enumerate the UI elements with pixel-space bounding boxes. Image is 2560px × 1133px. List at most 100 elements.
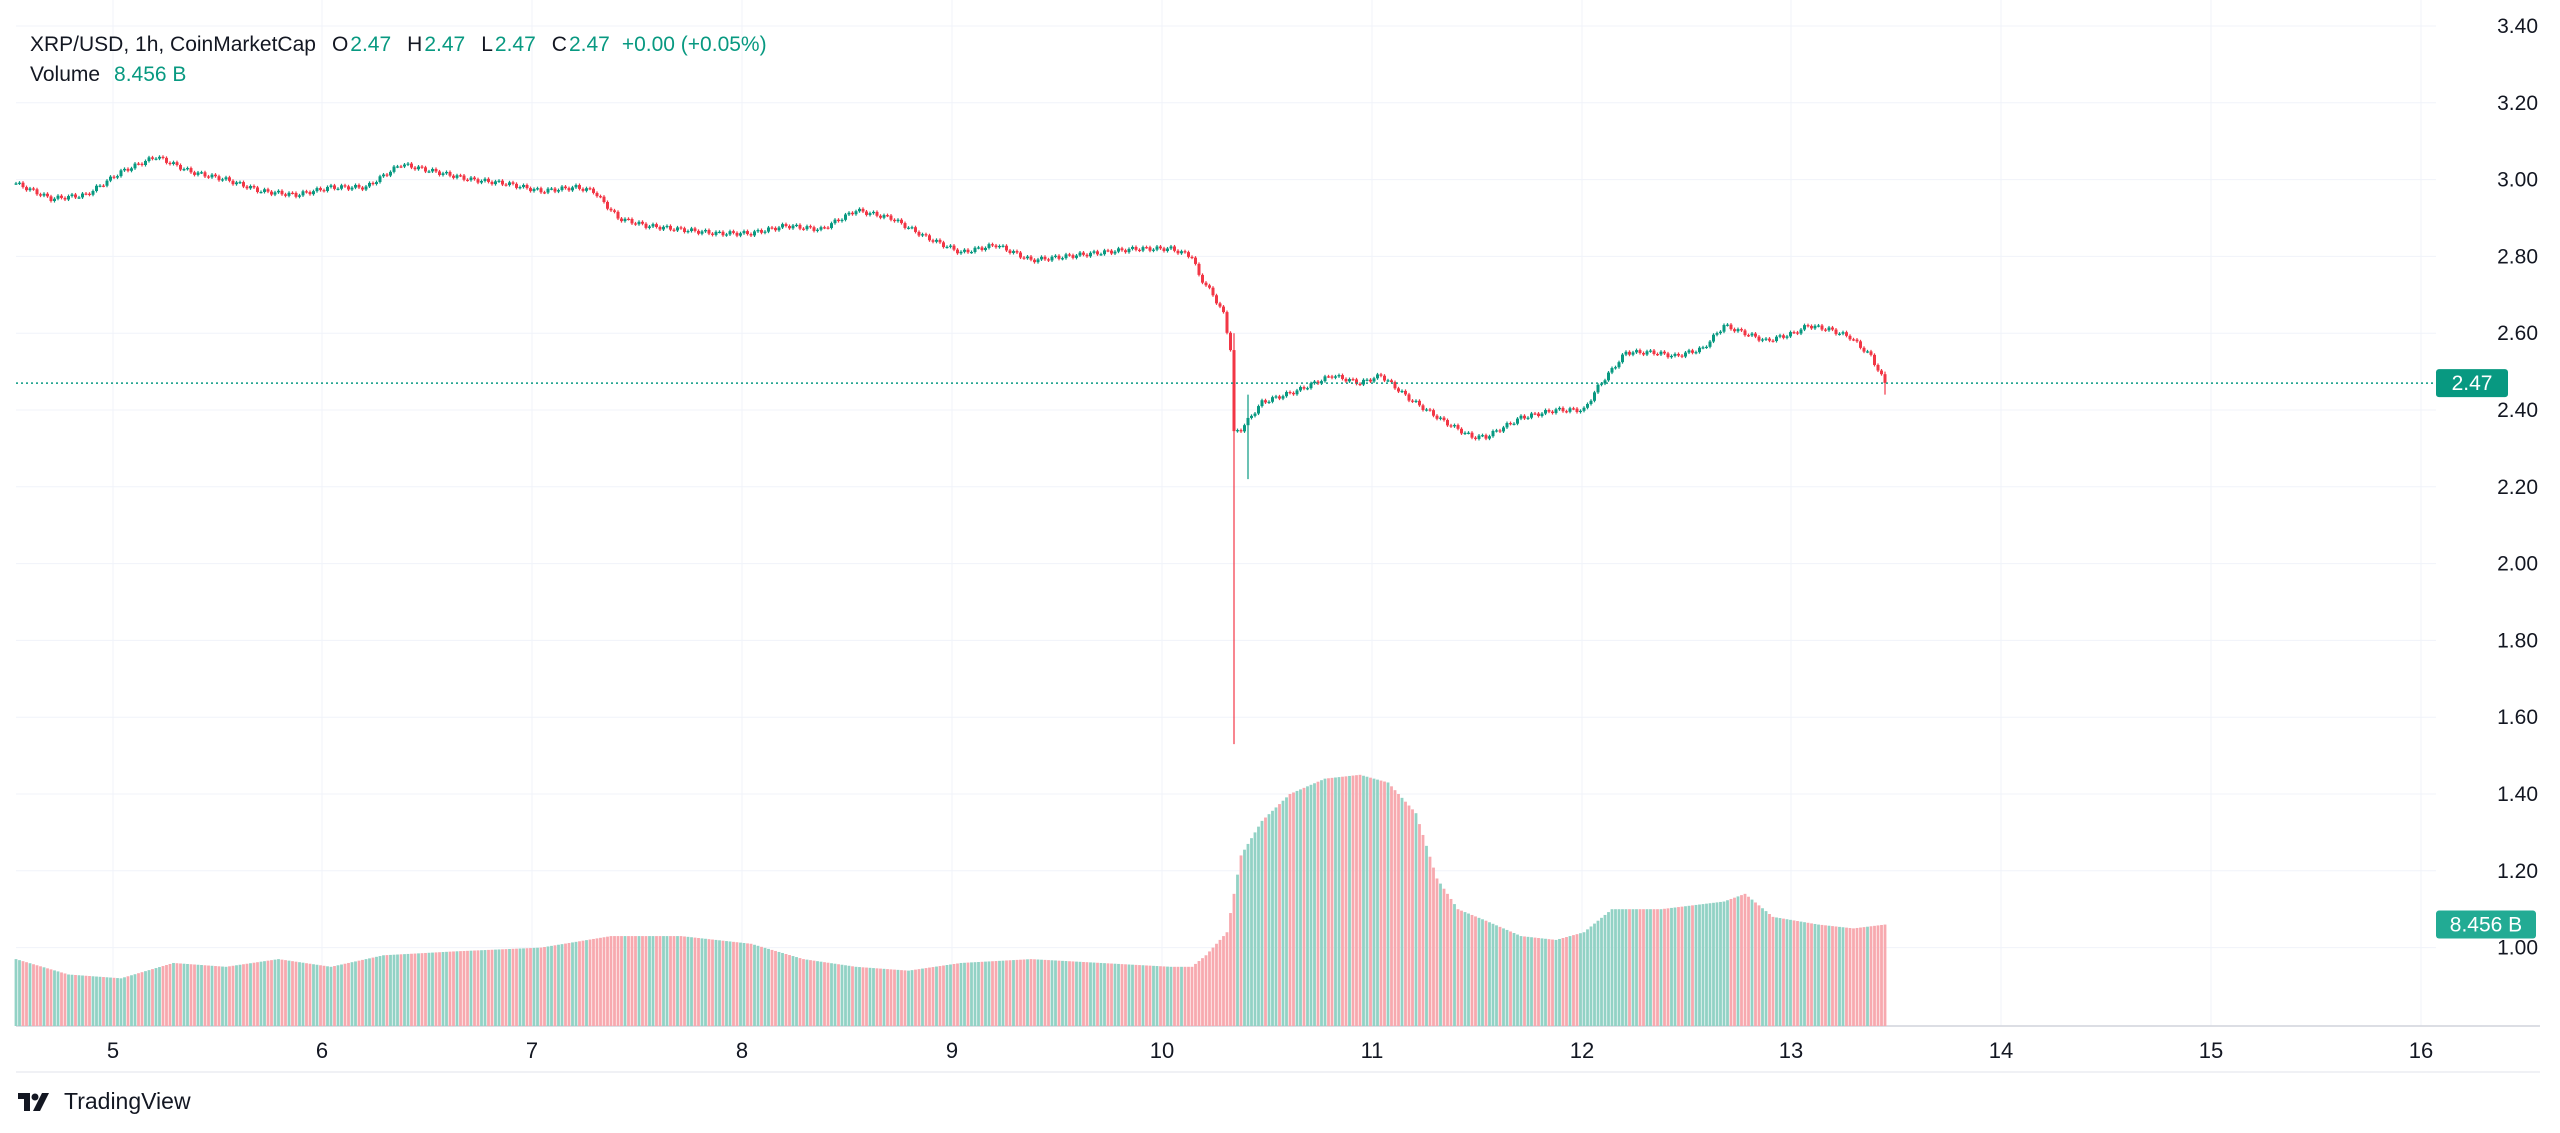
candle-body: [1152, 249, 1155, 251]
candle-body: [515, 183, 518, 188]
volume-bar: [413, 953, 417, 1026]
volume-bar: [1621, 909, 1624, 1026]
candle-body: [802, 228, 805, 230]
candle-body: [1299, 387, 1302, 391]
candle-body: [371, 182, 375, 185]
volume-bar: [1208, 951, 1211, 1026]
candle-body: [235, 182, 238, 185]
volume-bar: [1698, 904, 1701, 1026]
volume-bar: [1414, 813, 1418, 1026]
volume-bar: [298, 962, 301, 1026]
volume-bar: [1519, 936, 1523, 1026]
volume-bar: [1015, 959, 1019, 1026]
volume-bar: [1316, 781, 1320, 1026]
volume-bar: [574, 941, 578, 1026]
candle-body: [56, 195, 60, 199]
candle-body: [1302, 387, 1306, 389]
candle-body: [1173, 246, 1176, 251]
volume-bar: [147, 970, 151, 1026]
candle-body: [1516, 418, 1519, 424]
candle-body: [1194, 257, 1197, 264]
volume-bar: [1502, 928, 1505, 1026]
candle-body: [1411, 400, 1414, 402]
volume-bar: [1715, 902, 1719, 1026]
candle-body: [763, 231, 767, 233]
candle-body: [1757, 336, 1761, 341]
volume-label[interactable]: Volume: [30, 63, 101, 86]
candle-body: [1330, 376, 1334, 378]
tradingview-brand[interactable]: TradingView: [16, 1088, 191, 1115]
candle-body: [1740, 329, 1743, 331]
candle-body: [851, 212, 854, 215]
candle-body: [35, 189, 39, 195]
volume-bar: [728, 941, 732, 1026]
candle-body: [1138, 249, 1141, 252]
candle-body: [1166, 248, 1169, 252]
candle-body: [1271, 397, 1274, 402]
candle-body: [88, 193, 91, 195]
candle-body: [1642, 352, 1645, 355]
volume-bar: [305, 963, 308, 1026]
candle-body: [175, 162, 179, 166]
price-tick-label: 1.20: [2497, 860, 2538, 883]
volume-bar: [1334, 777, 1337, 1026]
volume-bar: [1264, 817, 1267, 1026]
candle-body: [578, 185, 581, 189]
volume-bar: [984, 961, 987, 1026]
candle-body: [396, 166, 399, 168]
candle-body: [1393, 382, 1397, 389]
volume-bar: [777, 951, 781, 1026]
candle-body: [329, 185, 333, 187]
candle-body: [672, 229, 676, 231]
candle-body: [854, 211, 858, 215]
volume-bar: [1873, 925, 1876, 1026]
volume-bar: [1656, 909, 1659, 1026]
volume-bar: [1302, 787, 1306, 1026]
candle-body: [1099, 254, 1103, 256]
volume-bar: [1635, 909, 1638, 1026]
candle-body: [277, 190, 280, 193]
candle-body: [882, 215, 886, 218]
volume-bar: [1712, 902, 1715, 1026]
volume-bar: [630, 936, 634, 1026]
volume-bar: [1169, 966, 1173, 1026]
candle-body: [1498, 430, 1502, 432]
candle-body: [1376, 374, 1379, 379]
candle-body: [1229, 332, 1232, 351]
symbol-title[interactable]: XRP/USD, 1h, CoinMarketCap: [30, 33, 316, 56]
candle-body: [1162, 248, 1166, 252]
candle-body: [840, 219, 844, 222]
candle-body: [431, 168, 434, 172]
volume-bar: [1344, 776, 1348, 1026]
close-label: C: [551, 33, 567, 56]
volume-bar: [1246, 843, 1250, 1026]
candle-body: [249, 186, 252, 189]
volume-bar: [672, 936, 676, 1026]
candle-body: [1750, 333, 1754, 336]
volume-bar: [830, 963, 833, 1026]
candle-body: [427, 171, 431, 173]
volume-bar: [1880, 924, 1883, 1026]
candle-body: [707, 230, 711, 234]
volume-bar: [1071, 961, 1075, 1026]
candle-body: [1565, 411, 1568, 413]
volume-bar: [490, 949, 494, 1026]
candle-body: [735, 232, 739, 236]
volume-bar: [1047, 960, 1050, 1026]
volume-bar: [1754, 902, 1757, 1026]
volume-bar: [1222, 936, 1225, 1026]
candle-body: [1117, 248, 1120, 252]
candle-body: [781, 224, 784, 228]
candle-body: [1544, 410, 1547, 414]
volume-bar: [1694, 904, 1698, 1026]
candle-body: [795, 224, 798, 227]
candle-body: [238, 182, 242, 184]
volume-bar: [1068, 961, 1071, 1026]
volume-bar: [1005, 960, 1008, 1026]
candle-body: [1838, 333, 1841, 335]
candle-body: [354, 184, 357, 188]
volume-bar: [1054, 960, 1057, 1026]
volume-bar: [1404, 801, 1407, 1026]
volume-bar: [900, 970, 903, 1026]
